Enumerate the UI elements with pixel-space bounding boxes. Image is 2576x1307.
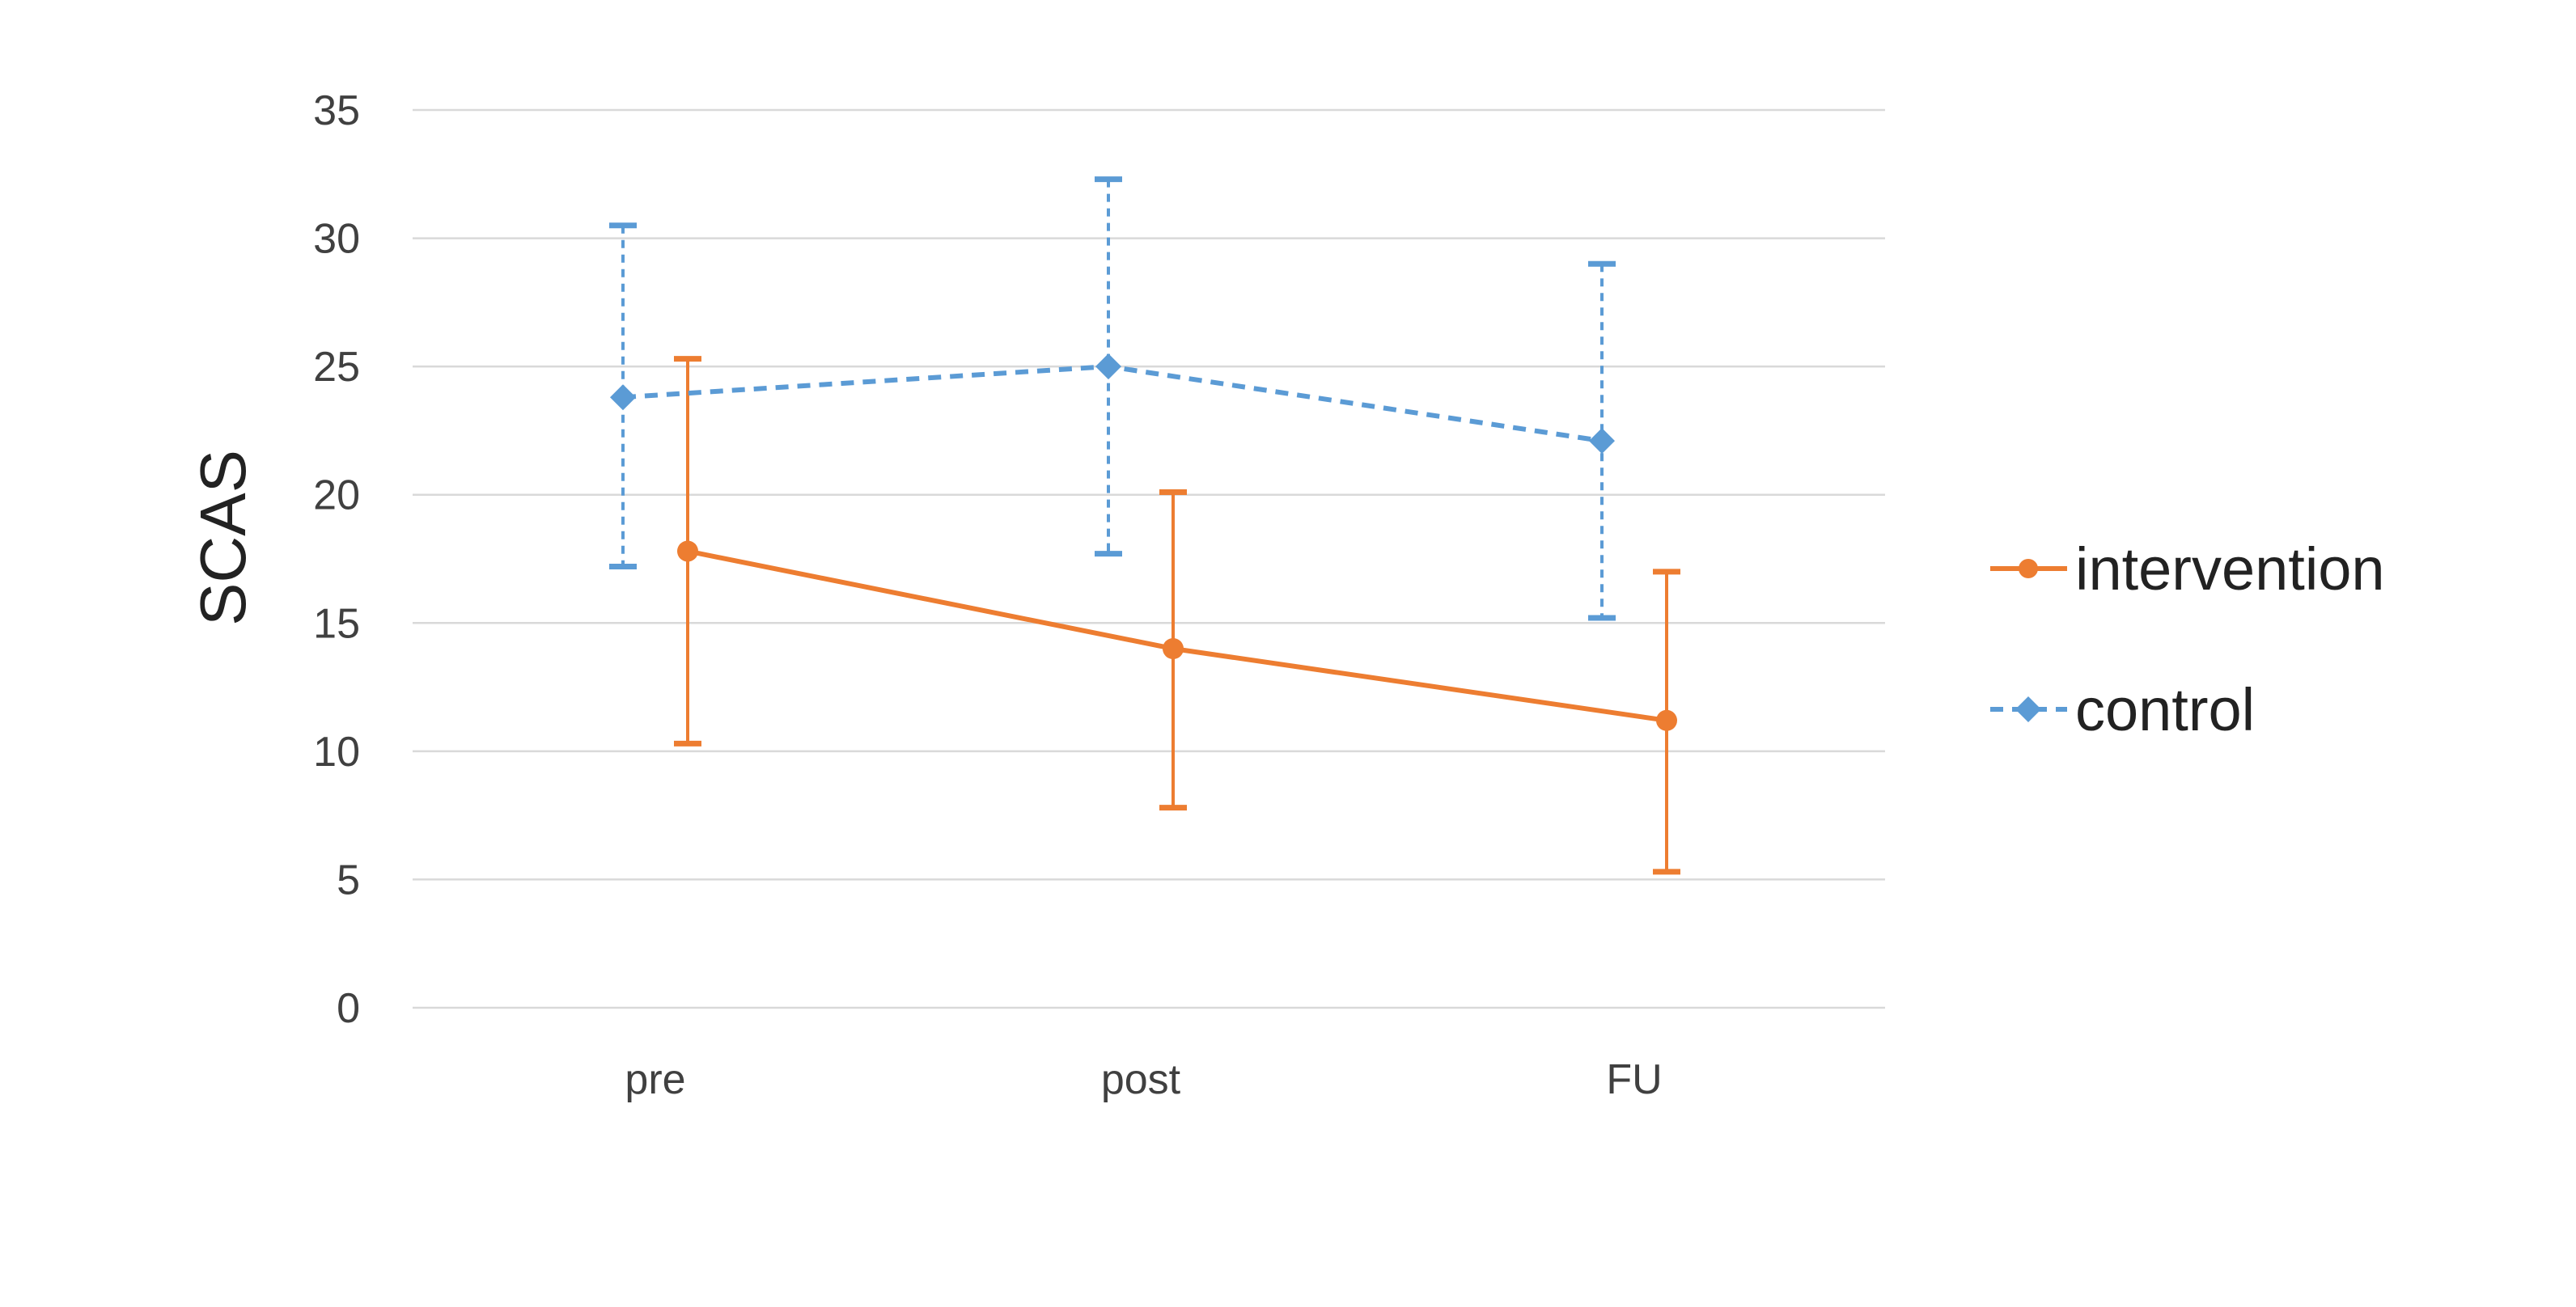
y-tick-label: 25 xyxy=(313,344,360,391)
y-tick-label: 0 xyxy=(337,985,360,1032)
data-point xyxy=(1656,709,1677,731)
series-intervention xyxy=(674,356,1680,875)
data-point xyxy=(1589,428,1615,455)
legend-marker xyxy=(2015,696,2041,722)
y-tick-label: 10 xyxy=(313,729,360,776)
y-tick-label: 15 xyxy=(313,600,360,647)
data-series xyxy=(609,176,1680,875)
series-line xyxy=(687,548,1667,723)
legend-label: intervention xyxy=(2075,535,2385,603)
legend-item-control: control xyxy=(1990,676,2255,743)
x-axis-ticks: pre post FU xyxy=(625,1056,1662,1103)
x-tick-label: FU xyxy=(1606,1056,1662,1103)
x-tick-label: post xyxy=(1101,1056,1181,1103)
gridlines xyxy=(413,108,1885,1009)
data-point xyxy=(1163,638,1184,659)
y-tick-label: 35 xyxy=(313,87,360,134)
legend-marker xyxy=(2019,559,2038,578)
y-tick-label: 20 xyxy=(313,472,360,519)
series-line xyxy=(622,364,1603,444)
y-tick-label: 5 xyxy=(337,857,360,903)
x-tick-label: pre xyxy=(625,1056,685,1103)
legend-label: control xyxy=(2075,676,2255,743)
data-point xyxy=(610,384,636,411)
y-tick-label: 30 xyxy=(313,216,360,263)
legend: intervention control xyxy=(1990,535,2385,743)
y-axis-ticks: 0 5 10 15 20 25 30 35 xyxy=(313,87,360,1032)
y-axis-title: SCAS xyxy=(187,450,259,626)
legend-item-intervention: intervention xyxy=(1990,535,2385,603)
series-control xyxy=(609,176,1616,621)
data-point xyxy=(1095,353,1121,380)
data-point xyxy=(677,540,698,562)
